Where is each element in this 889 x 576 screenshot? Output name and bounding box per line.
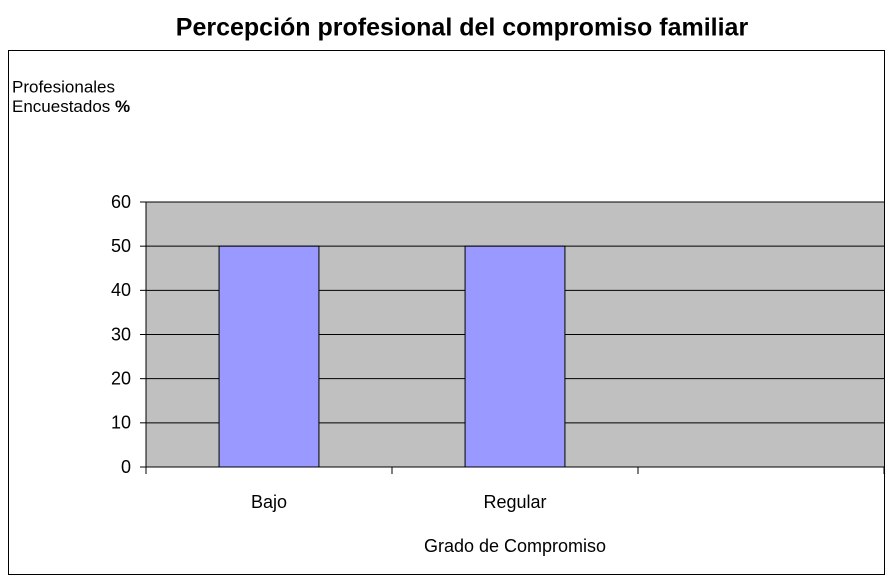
y-tick-label: 50 [111, 236, 131, 256]
x-tick-label: Bajo [251, 492, 287, 512]
y-tick-label: 60 [111, 192, 131, 212]
bar [218, 245, 320, 468]
y-tick-label: 40 [111, 280, 131, 300]
y-tick-label: 0 [121, 457, 131, 477]
y-axis-label-part: Encuestados [12, 97, 110, 116]
y-axis-unit: % [115, 97, 130, 116]
x-tick-label: Regular [483, 492, 546, 512]
y-axis-label: Profesionales [12, 77, 115, 96]
y-tick-label: 10 [111, 413, 131, 433]
chart-title: Percepción profesional del compromiso fa… [176, 14, 749, 42]
bar [464, 245, 566, 468]
y-axis-label: Encuestados % [12, 97, 130, 116]
x-axis-label: Grado de Compromiso [424, 536, 606, 556]
y-tick-label: 30 [111, 324, 131, 344]
y-tick-label: 20 [111, 368, 131, 388]
